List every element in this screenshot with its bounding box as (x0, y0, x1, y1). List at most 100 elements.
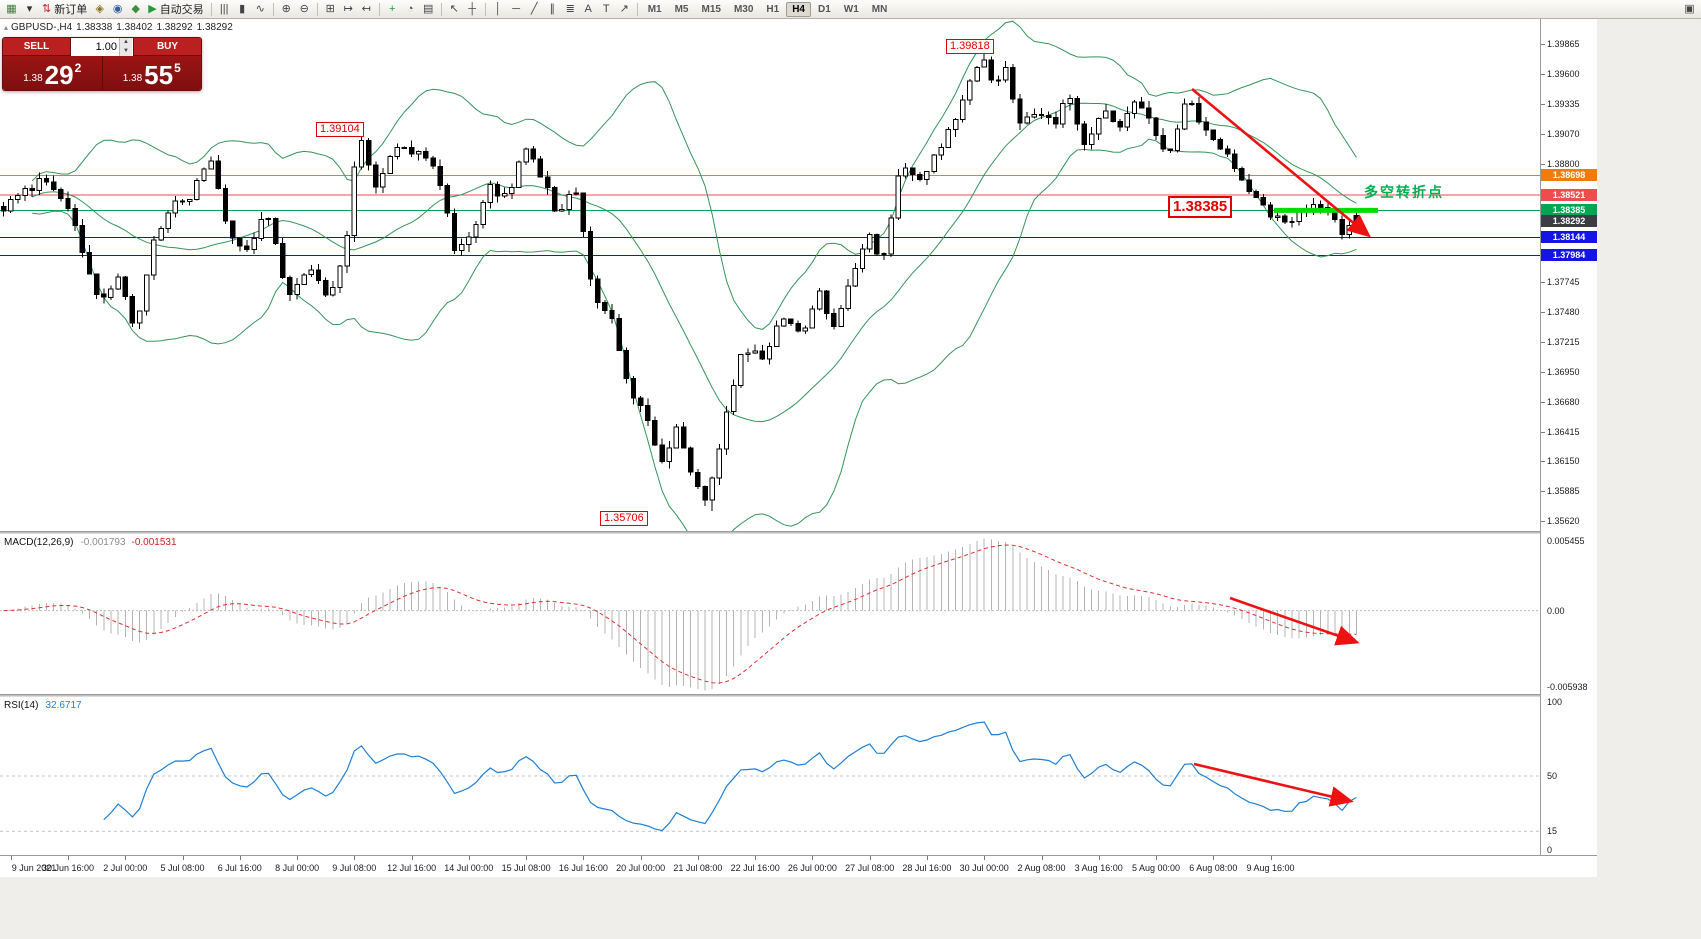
buy-button[interactable]: BUY (134, 38, 201, 56)
trendline-icon: ╱ (530, 3, 538, 15)
price-annotation-1.39818[interactable]: 1.39818 (946, 39, 994, 54)
macd-scale-label: 0.00 (1547, 606, 1565, 616)
terminal-button[interactable]: ◆ (127, 1, 144, 17)
docking-button[interactable]: ▣ (1681, 1, 1698, 17)
sell-button[interactable]: SELL (3, 38, 70, 56)
tile-windows-button[interactable]: ⊞ (322, 1, 339, 17)
time-axis-label: 3 Aug 16:00 (1074, 863, 1123, 873)
market-watch-button[interactable]: ◉ (109, 1, 126, 17)
rsi-canvas[interactable] (0, 697, 1540, 855)
new-chart-button[interactable]: ▦ (3, 1, 20, 17)
toolbar-separator (484, 2, 486, 16)
arrows-tool-button[interactable]: ↗ (616, 1, 633, 17)
price-scale-label: 1.36150 (1547, 456, 1580, 466)
fibonacci-button[interactable]: ≣ (562, 1, 579, 17)
buy-price[interactable]: 1.38 55 5 (103, 56, 202, 90)
macd-canvas[interactable] (0, 534, 1540, 694)
auto-scroll-button[interactable]: ↦ (340, 1, 357, 17)
price-scale-label: 1.35620 (1547, 516, 1580, 526)
volume-input[interactable] (71, 38, 119, 56)
panel-divider[interactable] (0, 531, 1597, 534)
candlestick-chart-button[interactable]: ▮ (234, 1, 251, 17)
rsi-value: 32.6717 (45, 700, 82, 711)
indicators-button[interactable]: + (384, 1, 401, 17)
price-tag-1.38385: 1.38385 (1541, 204, 1597, 216)
volume-up-button[interactable]: ▲ (120, 38, 132, 47)
macd-scale-label: 0.005455 (1547, 536, 1585, 546)
timeframe-d1-button[interactable]: D1 (818, 3, 831, 15)
vertical-line-button[interactable]: │ (490, 1, 507, 17)
price-scale-label: 1.37745 (1547, 277, 1580, 287)
time-axis-tick (354, 856, 356, 860)
indicators-icon: + (388, 3, 396, 15)
turning-point-note[interactable]: 多空转折点 (1364, 184, 1444, 200)
horizontal-line-button[interactable]: ─ (508, 1, 525, 17)
crosshair-icon: ┼ (468, 3, 477, 15)
price-panel[interactable]: ▴ GBPUSD-,H4 1.38338 1.38402 1.38292 1.38292 … (0, 19, 1540, 531)
symbol-ohlc-label: ▴ GBPUSD-,H4 1.38338 1.38402 1.38292 1.38292 (4, 22, 237, 33)
timeframe-h4-button[interactable]: H4 (786, 1, 811, 17)
chart-profiles-button[interactable]: ▾ (21, 1, 38, 17)
text-button[interactable]: A (580, 1, 597, 17)
macd-histogram (10, 538, 1357, 691)
time-axis-tick (926, 856, 928, 860)
macd-panel[interactable]: MACD(12,26,9) -0.001793 -0.001531 (0, 534, 1540, 694)
timeframe-mn-button[interactable]: MN (871, 3, 888, 15)
volume-down-button[interactable]: ▼ (120, 47, 132, 56)
time-axis-tick (1213, 856, 1215, 860)
timeframe-m30-button[interactable]: M30 (733, 3, 754, 15)
time-axis[interactable]: 9 Jun 2021 30 Jun 16:00 2 Jul 00:00 5 Jul 0… (0, 855, 1597, 877)
horizontal-line-icon: ─ (512, 3, 521, 15)
templates-button[interactable]: ▤ (420, 1, 437, 17)
crosshair-button[interactable]: ┼ (464, 1, 481, 17)
workspace: ▴ GBPUSD-,H4 1.38338 1.38402 1.38292 1.38292 … (0, 19, 1701, 939)
ohlc-high: 1.38402 (116, 22, 153, 33)
rsi-scale-label: 50 (1547, 771, 1558, 781)
panel-divider[interactable] (0, 694, 1597, 697)
autotrading-button[interactable]: ▶ 自动交易 (145, 1, 206, 17)
price-scale-tick (1541, 134, 1545, 135)
sell-price[interactable]: 1.38 29 2 (3, 56, 102, 90)
price-annotation-1.38385[interactable]: 1.38385 (1168, 196, 1233, 218)
bar-chart-button[interactable]: ||| (216, 1, 233, 17)
price-annotation-1.35706[interactable]: 1.35706 (600, 511, 648, 526)
timeframe-w1-button[interactable]: W1 (843, 3, 859, 15)
channel-button[interactable]: ∥ (544, 1, 561, 17)
trend-arrow[interactable] (1191, 87, 1372, 238)
time-axis-label: 28 Jul 16:00 (902, 863, 952, 873)
time-axis-tick (10, 856, 12, 860)
timeframe-m1-button[interactable]: M1 (647, 3, 662, 15)
timeframe-m15-button[interactable]: M15 (701, 3, 721, 15)
trendline-button[interactable]: ╱ (526, 1, 543, 17)
timeframe-m5-button[interactable]: M5 (674, 3, 689, 15)
sell-price-point: 2 (74, 61, 82, 75)
price-scale-label: 1.35885 (1547, 486, 1580, 496)
symbol-icon: ▴ (4, 23, 9, 32)
zoom-in-button[interactable]: ⊕ (278, 1, 295, 17)
price-chart-canvas[interactable] (0, 19, 1540, 531)
candlesticks (0, 49, 1360, 512)
price-annotation-1.39104[interactable]: 1.39104 (316, 122, 364, 137)
chart-shift-button[interactable]: ↤ (358, 1, 375, 17)
periods-button[interactable]: ◔ (402, 1, 419, 17)
autotrading-label: 自动交易 (159, 4, 204, 16)
rsi-panel[interactable]: RSI(14) 32.6717 (0, 697, 1540, 855)
time-axis-label: 30 Jun 16:00 (41, 863, 95, 873)
label-button[interactable]: T (598, 1, 615, 17)
toolbar-separator (440, 2, 442, 16)
macd-signal-line (3, 544, 1357, 684)
toolbar-separator (210, 2, 212, 16)
new-order-button[interactable]: ⇅ 新订单 (39, 1, 90, 17)
zoom-out-button[interactable]: ⊖ (296, 1, 313, 17)
buy-price-pips: 55 (144, 60, 174, 90)
trend-arrow[interactable] (1229, 596, 1360, 646)
time-axis-label: 5 Aug 00:00 (1131, 863, 1181, 873)
price-scale[interactable]: 1.39865 1.39600 1.39335 1.39070 1.38800 1.377… (1540, 19, 1597, 855)
expert-advisors-button[interactable]: ◈ (91, 1, 108, 17)
rsi-scale-label: 0 (1547, 845, 1553, 855)
timeframe-h1-button[interactable]: H1 (766, 3, 780, 15)
line-chart-button[interactable]: ∿ (252, 1, 269, 17)
trend-arrow[interactable] (1193, 762, 1354, 807)
cursor-button[interactable]: ↖ (446, 1, 463, 17)
